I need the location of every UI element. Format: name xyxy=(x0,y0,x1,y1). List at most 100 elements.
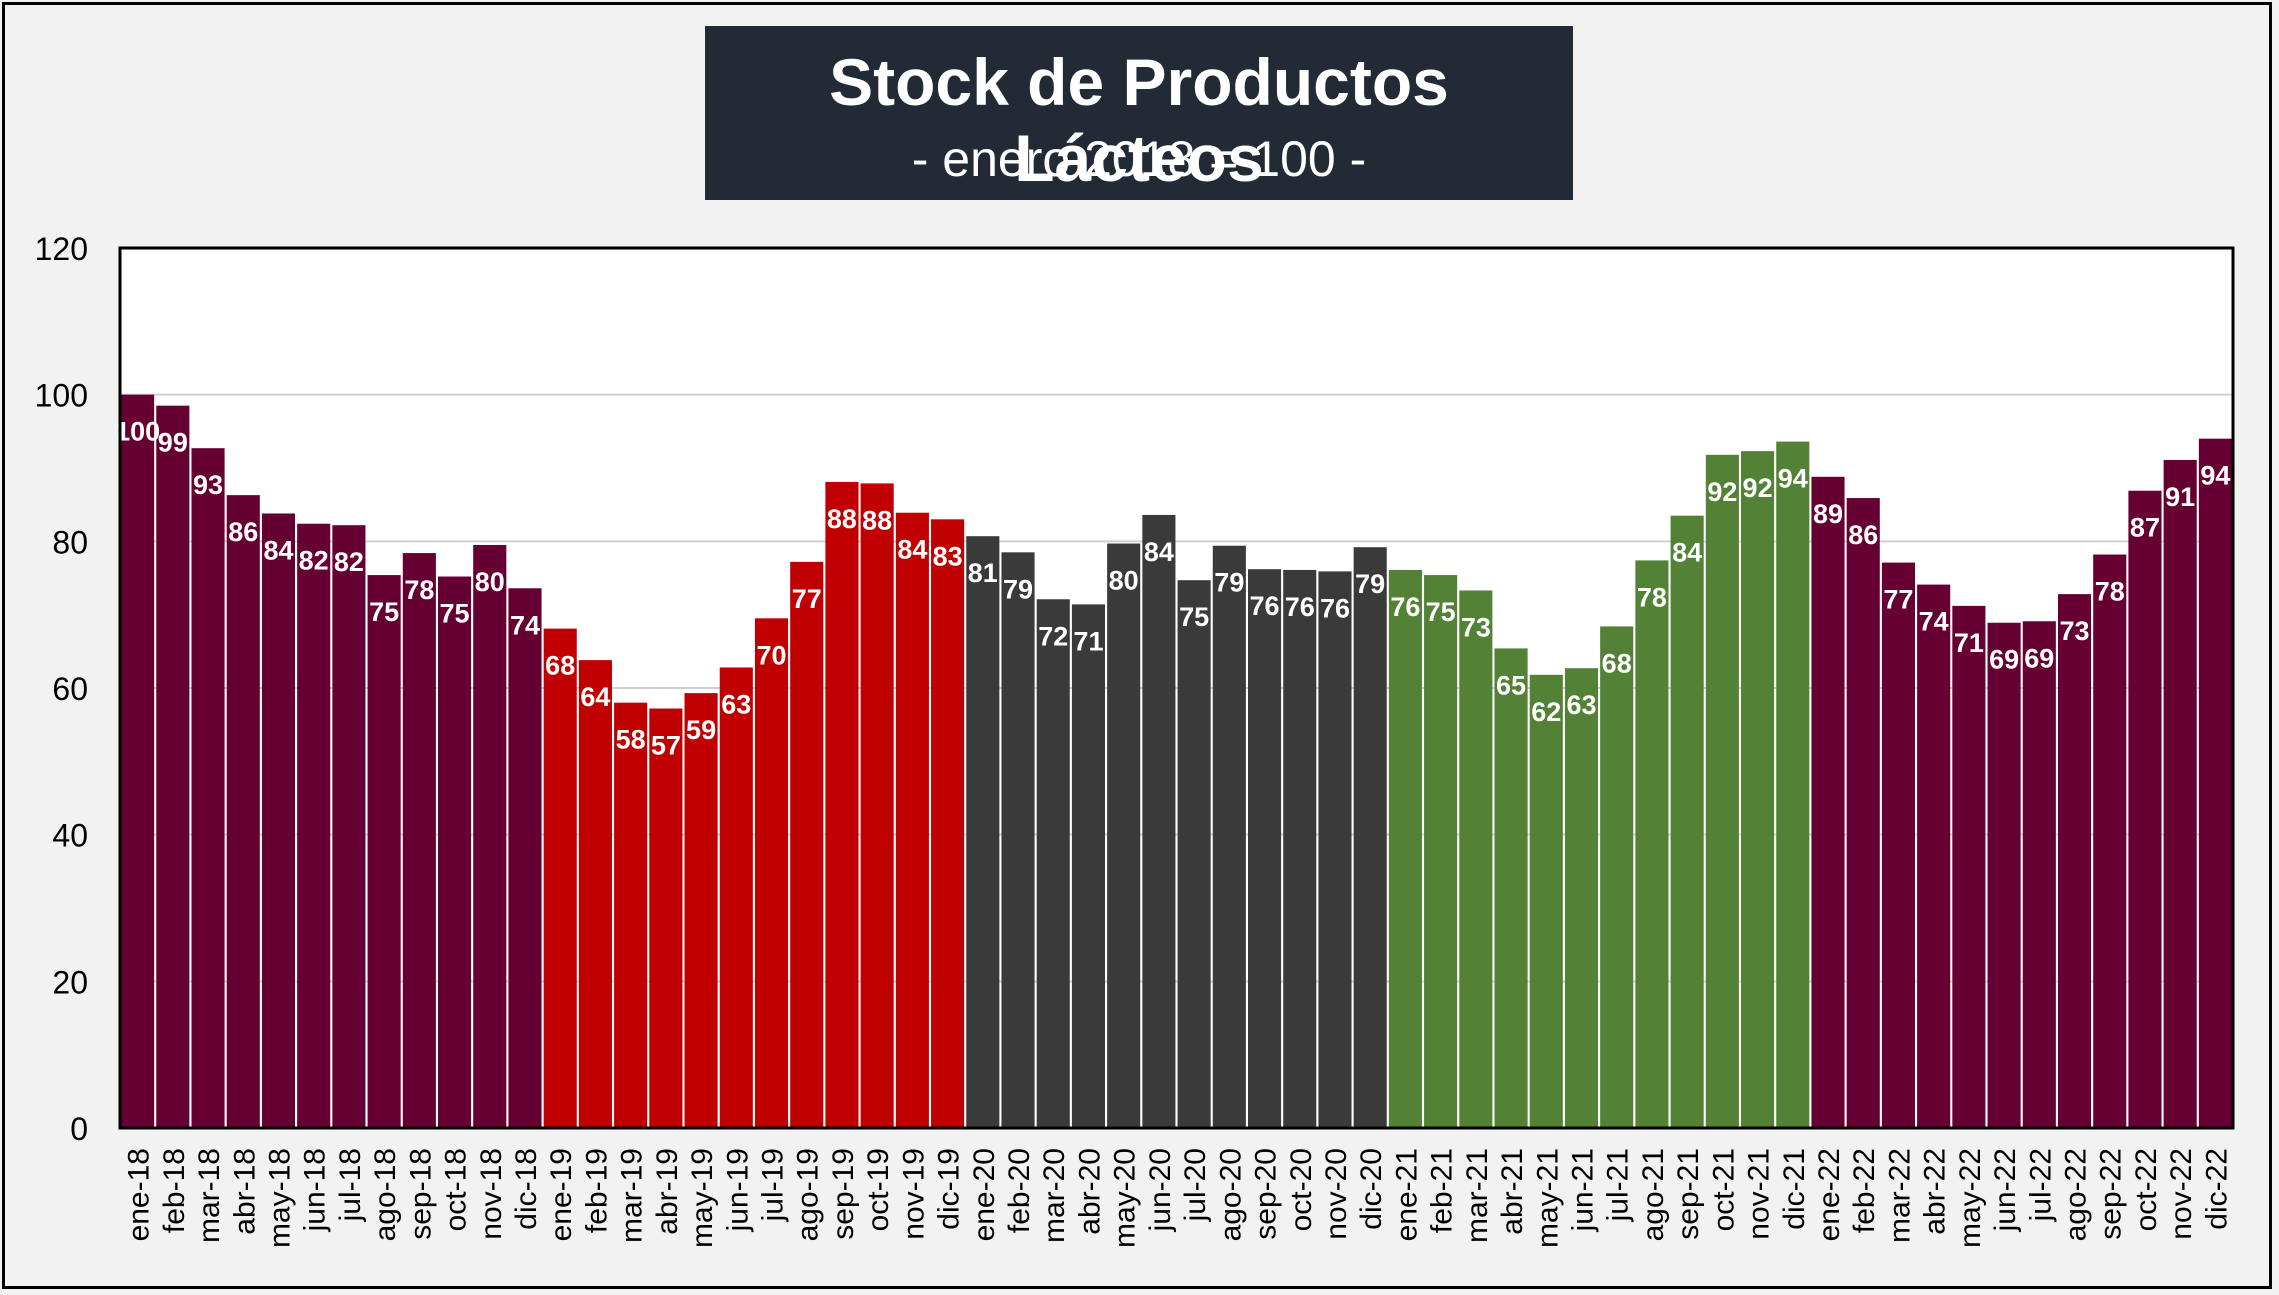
x-tick-label: ene-20 xyxy=(968,1148,1001,1241)
bar xyxy=(684,693,718,1128)
bar xyxy=(1177,580,1211,1128)
bar xyxy=(2057,594,2092,1128)
data-label: 74 xyxy=(1919,607,1949,637)
data-label: 69 xyxy=(1989,645,2019,675)
x-tick-label: oct-20 xyxy=(1285,1148,1318,1231)
bar xyxy=(895,512,929,1128)
data-label: 86 xyxy=(1848,520,1878,550)
bar xyxy=(332,525,366,1128)
bar xyxy=(1424,575,1458,1128)
bar xyxy=(1494,648,1528,1128)
title-box: Stock de Productos Lácteos - enero 2018 … xyxy=(705,26,1573,200)
bar xyxy=(614,702,648,1128)
data-label: 81 xyxy=(968,558,998,588)
x-tick-label: oct-19 xyxy=(862,1148,895,1231)
bar xyxy=(1881,562,1915,1128)
data-label: 78 xyxy=(1637,582,1667,612)
x-tick-label: abr-20 xyxy=(1073,1148,1106,1235)
data-label: 92 xyxy=(1707,477,1737,507)
data-label: 94 xyxy=(1778,464,1808,494)
data-label: 91 xyxy=(2165,482,2195,512)
x-tick-label: oct-21 xyxy=(1707,1148,1740,1231)
bar xyxy=(1987,622,2021,1128)
x-tick-label: jun-20 xyxy=(1144,1148,1177,1232)
x-tick-label: nov-22 xyxy=(2165,1148,2198,1240)
data-label: 74 xyxy=(510,610,540,640)
data-label: 73 xyxy=(1461,612,1491,642)
bar xyxy=(578,660,612,1128)
x-tick-label: dic-21 xyxy=(1778,1148,1811,1230)
x-tick-label: sep-21 xyxy=(1672,1148,1705,1240)
data-label: 65 xyxy=(1496,670,1526,700)
bar xyxy=(2163,459,2197,1128)
bar xyxy=(1811,476,1845,1128)
bar xyxy=(719,667,753,1128)
data-label: 79 xyxy=(1214,568,1244,598)
data-label: 84 xyxy=(1672,538,1702,568)
x-tick-label: feb-19 xyxy=(580,1148,613,1233)
data-label: 73 xyxy=(2060,616,2090,646)
data-label: 57 xyxy=(651,731,681,761)
x-tick-label: mar-22 xyxy=(1883,1148,1916,1243)
x-tick-label: nov-20 xyxy=(1320,1148,1353,1240)
bar xyxy=(1353,547,1387,1128)
data-label: 76 xyxy=(1250,591,1280,621)
x-tick-label: nov-21 xyxy=(1743,1148,1776,1240)
y-tick-label: 0 xyxy=(70,1111,88,1147)
data-label: 76 xyxy=(1285,592,1315,622)
bar xyxy=(2198,438,2232,1129)
bar xyxy=(121,394,155,1129)
bar xyxy=(1952,605,1986,1128)
bar xyxy=(1529,674,1563,1128)
bar xyxy=(1741,451,1775,1129)
x-tick-label: nov-19 xyxy=(897,1148,930,1240)
x-tick-label: sep-20 xyxy=(1250,1148,1283,1240)
y-tick-label: 60 xyxy=(52,671,88,707)
x-tick-label: sep-22 xyxy=(2095,1148,2128,1240)
data-label: 59 xyxy=(686,715,716,745)
x-tick-label: ago-18 xyxy=(369,1148,402,1241)
bar xyxy=(1564,668,1599,1128)
bar xyxy=(1776,441,1810,1129)
x-tick-label: ago-19 xyxy=(792,1148,825,1241)
bar xyxy=(367,575,401,1128)
data-label: 62 xyxy=(1531,697,1561,727)
chart-title: Stock de Productos Lácteos xyxy=(829,45,1449,195)
y-tick-label: 20 xyxy=(52,964,88,1000)
x-tick-label: oct-18 xyxy=(440,1148,473,1231)
data-label: 63 xyxy=(721,689,751,719)
x-tick-label: may-19 xyxy=(686,1148,719,1248)
data-label: 75 xyxy=(440,599,470,629)
x-tick-label: ene-19 xyxy=(545,1148,578,1241)
bar xyxy=(1212,545,1246,1128)
bar xyxy=(261,513,296,1128)
x-tick-label: jun-21 xyxy=(1566,1148,1599,1232)
data-label: 87 xyxy=(2130,513,2160,543)
chart-subtitle: - enero 2018 = 100 - xyxy=(911,131,1367,187)
x-tick-label: mar-20 xyxy=(1038,1148,1071,1243)
data-label: 88 xyxy=(827,504,857,534)
bar xyxy=(2128,490,2162,1128)
x-tick-label: abr-18 xyxy=(228,1148,261,1235)
x-tick-label: jun-19 xyxy=(721,1148,754,1232)
bar xyxy=(1705,454,1739,1128)
bar xyxy=(1459,590,1493,1128)
x-tick-label: sep-18 xyxy=(404,1148,437,1240)
y-tick-label: 40 xyxy=(52,818,88,854)
data-label: 76 xyxy=(1390,592,1420,622)
data-label: 68 xyxy=(545,651,575,681)
x-tick-label: jul-20 xyxy=(1179,1148,1212,1222)
bar xyxy=(825,481,859,1128)
data-label: 77 xyxy=(1883,585,1913,615)
x-tick-label: may-22 xyxy=(1954,1148,1987,1248)
bar xyxy=(1600,626,1634,1128)
data-label: 94 xyxy=(2200,461,2230,491)
data-label: 100 xyxy=(115,417,160,447)
bar xyxy=(1071,604,1106,1128)
x-tick-label: mar-19 xyxy=(616,1148,649,1243)
data-label: 99 xyxy=(158,428,188,458)
data-label: 86 xyxy=(228,517,258,547)
data-label: 89 xyxy=(1813,499,1843,529)
x-tick-label: feb-20 xyxy=(1003,1148,1036,1233)
